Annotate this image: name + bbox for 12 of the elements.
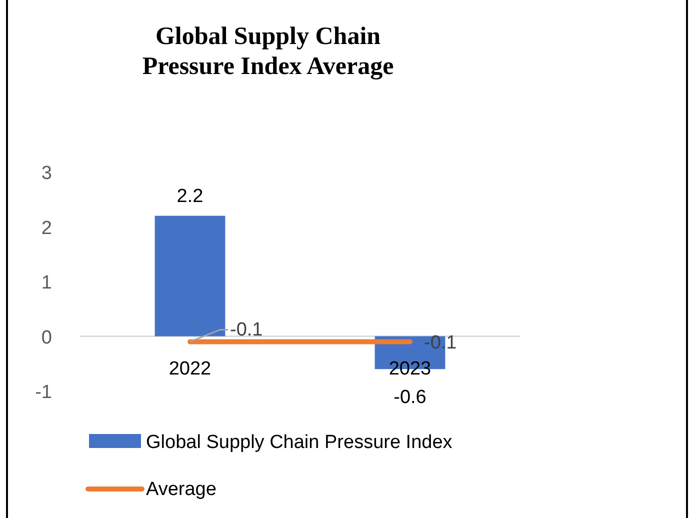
y-tick-label: 1 (41, 272, 52, 294)
data-label: -0.1 (230, 320, 263, 341)
data-label: -0.6 (394, 387, 426, 408)
legend-label: Global Supply Chain Pressure Index (146, 432, 453, 453)
y-tick-label: 2 (41, 218, 52, 239)
x-tick-label: 2022 (168, 358, 212, 380)
y-tick-label: 0 (41, 327, 52, 348)
y-tick-label: -1 (35, 382, 52, 403)
chart-title: Global Supply Chain Pressure Index Average (142, 23, 394, 80)
y-tick-label: 3 (41, 163, 52, 184)
legend-label: Average (146, 479, 216, 500)
data-label: 2.2 (176, 186, 204, 207)
